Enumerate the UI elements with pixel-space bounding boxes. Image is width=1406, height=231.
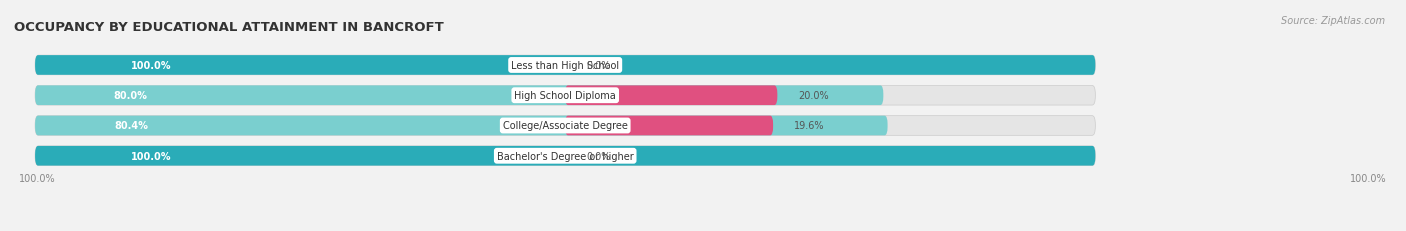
Text: 20.0%: 20.0% — [799, 91, 830, 101]
Text: 0.0%: 0.0% — [586, 61, 610, 71]
Legend: Owner-occupied, Renter-occupied: Owner-occupied, Renter-occupied — [595, 229, 811, 231]
Text: 100.0%: 100.0% — [1350, 173, 1386, 183]
FancyBboxPatch shape — [565, 116, 773, 136]
Text: 0.0%: 0.0% — [586, 151, 610, 161]
FancyBboxPatch shape — [35, 86, 1095, 106]
Text: 100.0%: 100.0% — [131, 151, 172, 161]
FancyBboxPatch shape — [35, 146, 1095, 166]
Text: Bachelor's Degree or higher: Bachelor's Degree or higher — [496, 151, 634, 161]
Text: 80.4%: 80.4% — [114, 121, 148, 131]
Text: College/Associate Degree: College/Associate Degree — [503, 121, 627, 131]
FancyBboxPatch shape — [35, 56, 1095, 76]
Text: Source: ZipAtlas.com: Source: ZipAtlas.com — [1281, 16, 1385, 26]
FancyBboxPatch shape — [35, 116, 887, 136]
FancyBboxPatch shape — [35, 86, 883, 106]
FancyBboxPatch shape — [35, 116, 1095, 136]
Text: Less than High School: Less than High School — [512, 61, 619, 71]
Text: 100.0%: 100.0% — [20, 173, 56, 183]
FancyBboxPatch shape — [565, 86, 778, 106]
Text: 19.6%: 19.6% — [794, 121, 825, 131]
FancyBboxPatch shape — [35, 146, 1095, 166]
Text: 80.0%: 80.0% — [114, 91, 148, 101]
Text: 100.0%: 100.0% — [131, 61, 172, 71]
Text: High School Diploma: High School Diploma — [515, 91, 616, 101]
Text: OCCUPANCY BY EDUCATIONAL ATTAINMENT IN BANCROFT: OCCUPANCY BY EDUCATIONAL ATTAINMENT IN B… — [14, 21, 444, 33]
FancyBboxPatch shape — [35, 56, 1095, 76]
